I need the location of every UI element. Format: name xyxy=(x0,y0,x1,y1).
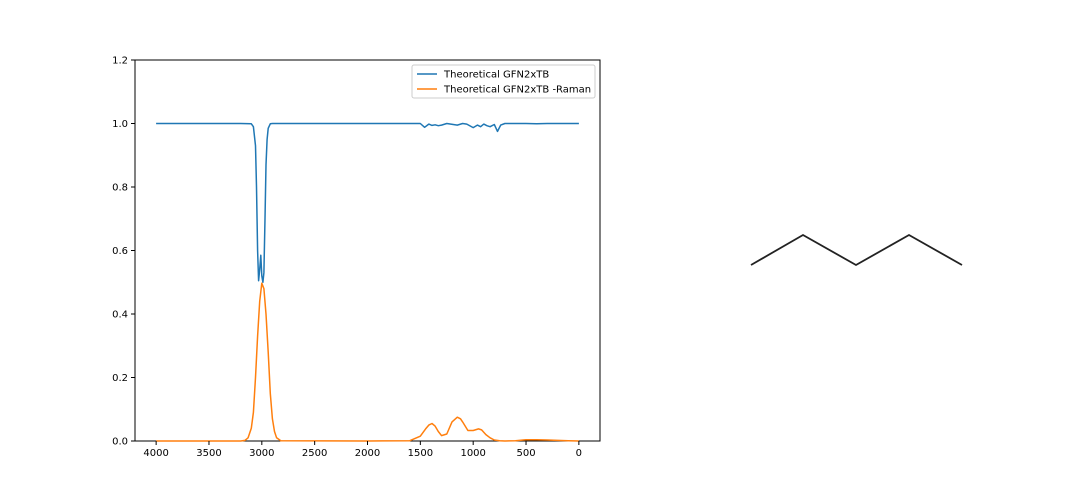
x-axis-ticks: 4000 3500 3000 2500 2000 1500 1000 500 0 xyxy=(143,441,582,459)
x-tick-label: 4000 xyxy=(143,448,168,459)
y-tick-label: 0.2 xyxy=(112,373,128,384)
y-tick-label: 0.0 xyxy=(112,437,128,448)
y-axis-ticks: 0.0 0.2 0.4 0.6 0.8 1.0 1.2 xyxy=(112,56,135,448)
y-tick-label: 0.4 xyxy=(112,310,128,321)
y-tick-label: 0.8 xyxy=(112,183,128,194)
x-tick-label: 500 xyxy=(516,448,535,459)
y-tick-label: 1.0 xyxy=(112,119,128,130)
x-tick-label: 2000 xyxy=(355,448,380,459)
legend-box xyxy=(411,64,596,99)
x-tick-label: 0 xyxy=(576,448,582,459)
legend-label-2: Theoretical GFN2xTB -Raman xyxy=(443,85,591,96)
x-tick-label: 2500 xyxy=(302,448,327,459)
y-tick-label: 0.6 xyxy=(112,246,128,257)
y-tick-label: 1.2 xyxy=(112,56,128,67)
x-tick-label: 3500 xyxy=(196,448,221,459)
series-layer xyxy=(156,122,579,442)
legend: Theoretical GFN2xTB Theoretical GFN2xTB -… xyxy=(411,64,596,99)
x-tick-label: 3000 xyxy=(249,448,274,459)
series-line-1 xyxy=(156,122,579,284)
x-tick-label: 1500 xyxy=(408,448,433,459)
x-tick-label: 1000 xyxy=(460,448,485,459)
legend-label-1: Theoretical GFN2xTB xyxy=(443,70,549,81)
spectrum-plot: 4000 3500 3000 2500 2000 1500 1000 500 0 0.00.20… xyxy=(112,56,601,459)
molecule-structure xyxy=(750,233,963,267)
axes-frame xyxy=(134,59,601,442)
series-line-2 xyxy=(156,282,579,442)
molecule-bond-chain xyxy=(750,233,963,267)
